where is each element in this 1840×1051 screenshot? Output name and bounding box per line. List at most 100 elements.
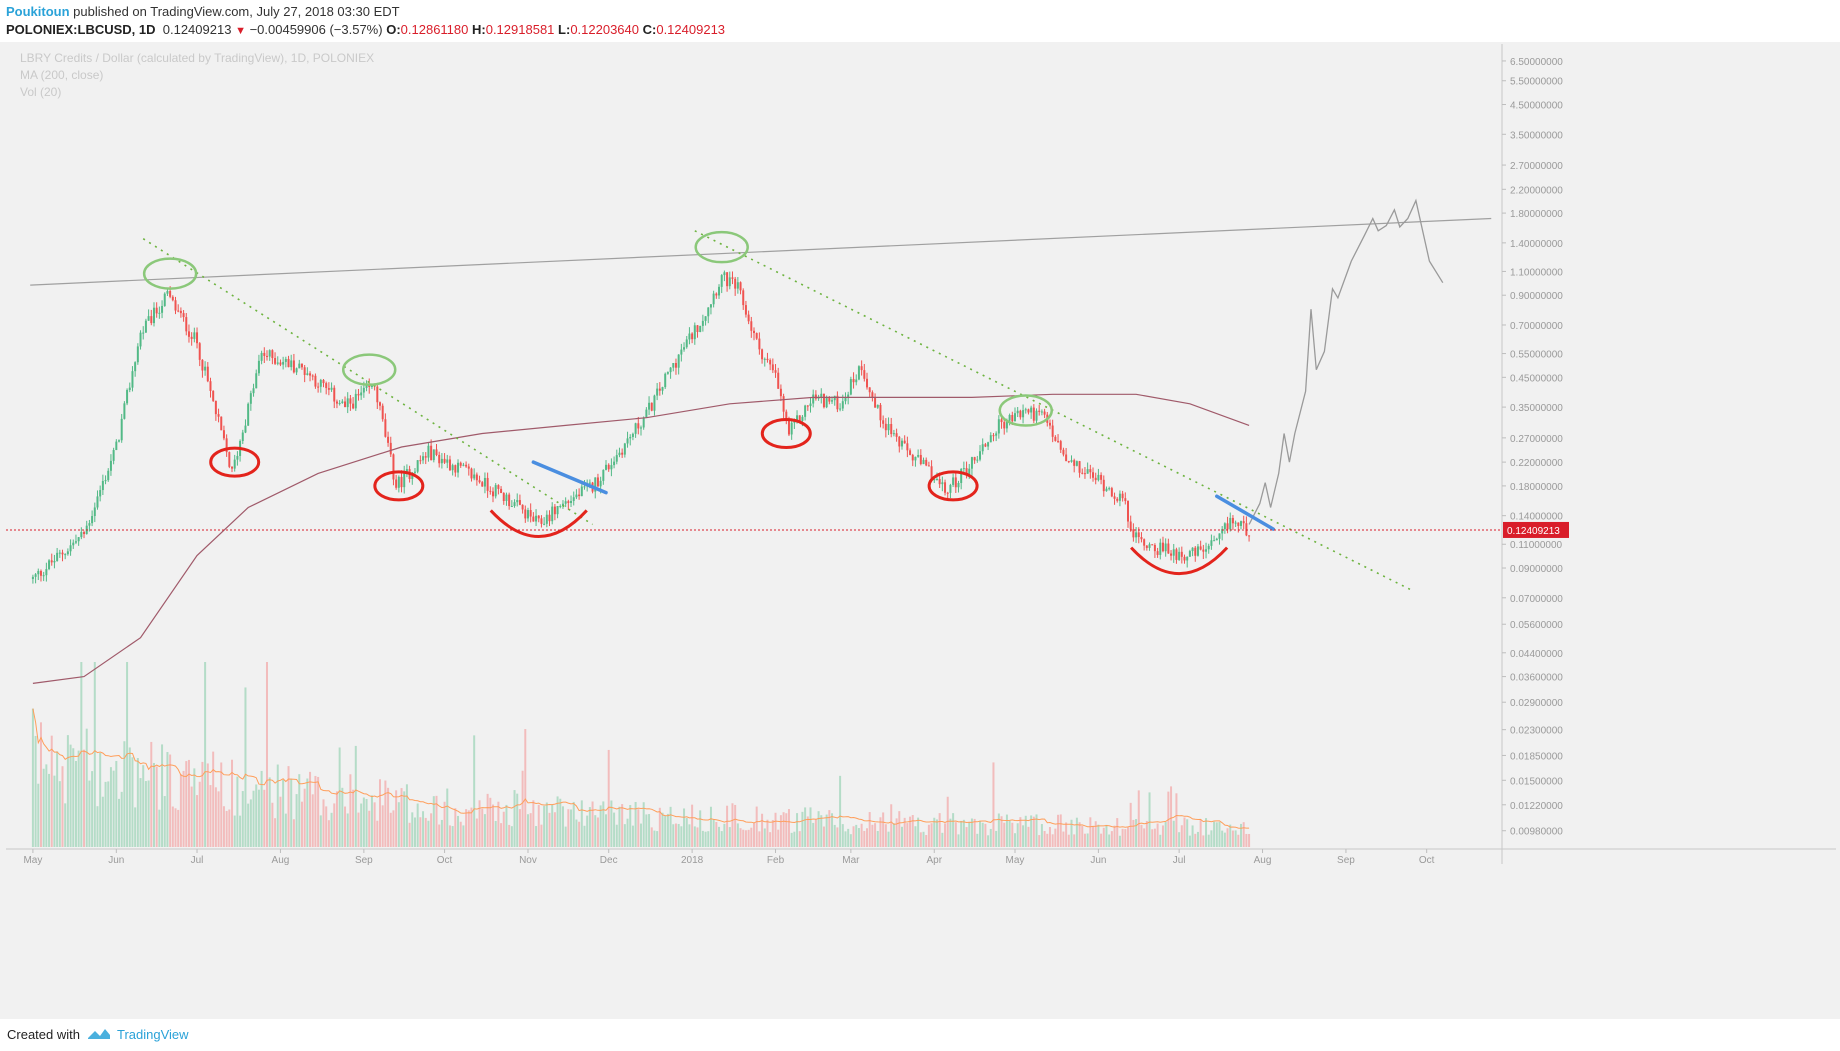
volume-bar <box>704 831 707 847</box>
candle-body <box>77 537 80 542</box>
volume-bar <box>793 831 796 847</box>
volume-bar <box>1062 831 1065 847</box>
candle-body <box>1218 533 1221 539</box>
volume-bar <box>220 762 223 847</box>
volume-bar <box>56 751 59 847</box>
close-value: 0.12409213 <box>656 22 726 37</box>
bottom-arc-marker <box>489 509 588 538</box>
candle-body <box>279 362 282 365</box>
candle-body <box>691 333 694 340</box>
volume-bar <box>448 825 451 847</box>
candle-body <box>1073 460 1076 466</box>
price-tick-label: 0.01220000 <box>1510 801 1563 812</box>
candle-body <box>249 393 252 404</box>
volume-bar <box>1199 819 1202 847</box>
volume-bar <box>139 778 142 847</box>
chart-area[interactable]: 6.50000000 5.50000000 4.50000000 3.50000000… <box>6 44 1836 1019</box>
candle-body <box>661 387 664 391</box>
volume-bar <box>699 810 702 847</box>
volume-bar <box>642 802 645 847</box>
candle-body <box>981 444 984 452</box>
volume-bar <box>1046 833 1049 847</box>
volume-bar <box>440 819 443 847</box>
volume-bar <box>645 814 648 847</box>
candle-body <box>462 464 465 466</box>
price-chart[interactable]: 6.50000000 5.50000000 4.50000000 3.50000000… <box>6 44 1836 1019</box>
candle-body <box>1030 407 1033 413</box>
ma-legend: MA (200, close) <box>20 68 104 82</box>
volume-bar <box>701 830 704 847</box>
candle-body <box>271 350 274 359</box>
volume-bar <box>1038 835 1041 847</box>
candle-body <box>1113 496 1116 499</box>
volume-bar <box>1030 815 1033 847</box>
volume-bar <box>987 835 990 847</box>
candle-body <box>284 358 287 362</box>
volume-bar <box>1237 834 1240 847</box>
candle-body <box>935 479 938 481</box>
candle-body <box>177 310 180 312</box>
candle-body <box>438 454 441 464</box>
candle-body <box>397 476 400 488</box>
volume-bar <box>265 662 268 847</box>
candle-body <box>766 358 769 361</box>
volume-bar <box>1215 822 1218 847</box>
volume-bar <box>150 741 153 847</box>
candle-body <box>952 477 955 485</box>
price-tick-label: 0.55000000 <box>1510 350 1563 361</box>
volume-bar <box>782 812 785 847</box>
volume-bar <box>222 806 225 847</box>
volume-bar <box>970 818 973 847</box>
volume-bar <box>683 808 686 847</box>
candle-body <box>890 424 893 435</box>
volume-bar <box>855 824 858 847</box>
candle-body <box>755 333 758 339</box>
volume-bar <box>518 809 521 847</box>
candle-body <box>1057 440 1060 442</box>
volume-bar <box>83 749 86 847</box>
candle-body <box>263 352 266 356</box>
volume-bar <box>1086 833 1089 847</box>
volume-bar <box>1231 830 1234 847</box>
volume-bar <box>101 796 104 847</box>
bottom-arc-marker <box>1130 546 1229 576</box>
author-link[interactable]: Poukitoun <box>6 4 70 19</box>
volume-bar <box>1043 831 1046 847</box>
volume-bar <box>516 793 519 847</box>
candle-body <box>559 505 562 507</box>
candle-body <box>413 471 416 473</box>
volume-bar <box>728 827 731 847</box>
volume-bar <box>349 774 352 847</box>
candle-body <box>244 425 247 433</box>
trend-line <box>142 238 593 526</box>
tradingview-link[interactable]: TradingView <box>117 1027 189 1042</box>
volume-bar <box>761 813 764 847</box>
candle-body <box>860 366 863 371</box>
candle-body <box>892 433 895 435</box>
candle-body <box>841 401 844 409</box>
volume-bar <box>1132 819 1135 847</box>
candle-body <box>179 310 182 314</box>
candle-body <box>704 316 707 321</box>
volume-bar <box>922 831 925 847</box>
candle-body <box>112 450 115 461</box>
candle-body <box>984 444 987 447</box>
volume-bar <box>1240 823 1243 847</box>
volume-bar <box>152 762 155 847</box>
candle-body <box>548 514 551 522</box>
volume-bar <box>354 745 357 847</box>
candle-body <box>1231 517 1234 524</box>
price-tick-label: 1.10000000 <box>1510 267 1563 278</box>
volume-bar <box>1094 821 1097 847</box>
volume-bar <box>231 759 234 847</box>
candle-body <box>1202 549 1205 552</box>
volume-bar <box>917 817 920 847</box>
volume-bar <box>720 831 723 847</box>
volume-bar <box>664 815 667 847</box>
candle-body <box>349 398 352 404</box>
candle-body <box>917 454 920 457</box>
volume-bar <box>163 796 166 847</box>
volume-bar <box>814 819 817 847</box>
candle-body <box>750 321 753 331</box>
volume-bar <box>276 764 279 847</box>
